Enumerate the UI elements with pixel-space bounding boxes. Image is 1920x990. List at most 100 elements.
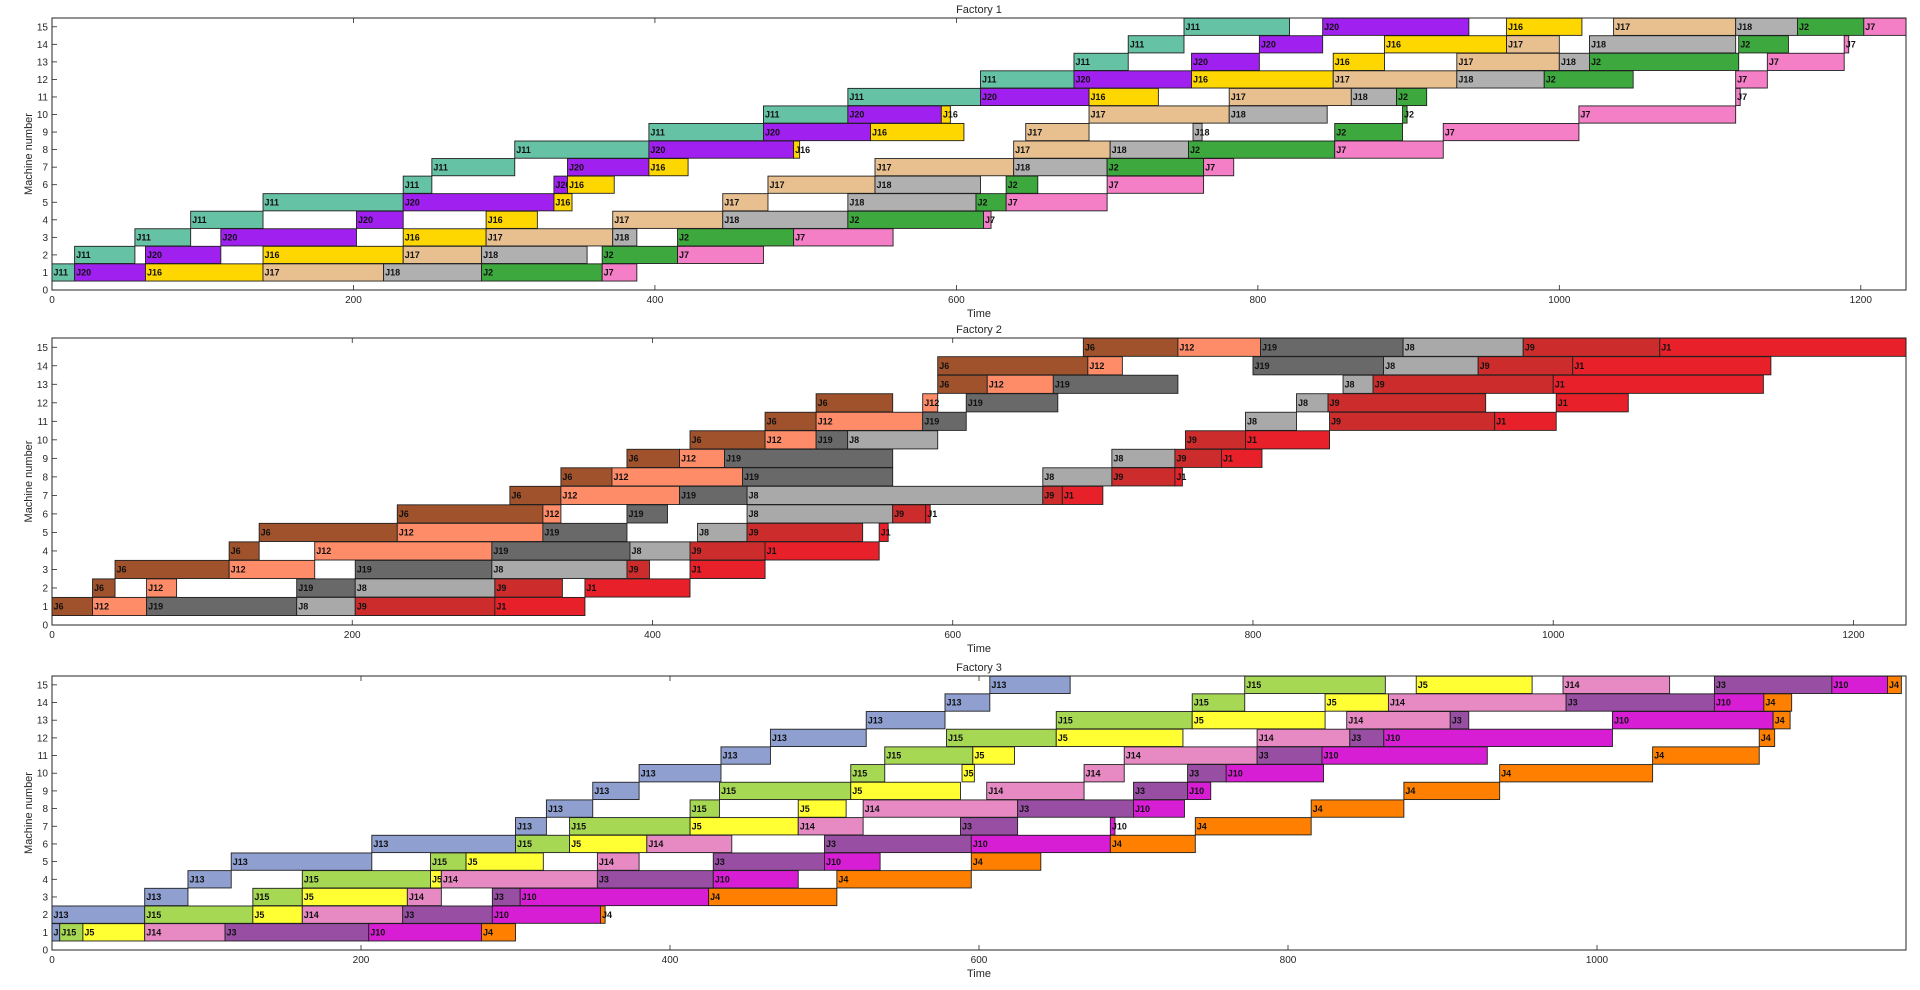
task-label-j14: J14 [1259, 733, 1274, 743]
task-label-j8: J8 [357, 583, 367, 593]
task-label-j4: J4 [1765, 698, 1775, 708]
task-label-j19: J19 [968, 398, 983, 408]
task-bar-j13-m10 [638, 764, 722, 783]
task-label-j4: J4 [838, 874, 848, 884]
task-bar-j11-m6 [402, 175, 433, 194]
x-tick-label: 0 [49, 955, 55, 966]
task-label-j14: J14 [1565, 680, 1580, 690]
task-bar-j3-m5 [712, 852, 825, 871]
task-label-j10: J10 [1228, 768, 1243, 778]
x-tick-label: 1000 [1548, 295, 1571, 306]
task-bar-j14-m10 [1083, 764, 1125, 783]
task-label-j7: J7 [1580, 110, 1590, 120]
task-label-j2: J2 [483, 268, 493, 278]
task-label-j13: J13 [947, 698, 962, 708]
task-bar-j10-m13 [1611, 711, 1774, 730]
x-tick-label: 0 [49, 295, 55, 306]
task-bar-j3-m6 [824, 834, 972, 854]
task-label-j11: J11 [849, 92, 864, 102]
y-tick-label: 10 [37, 769, 49, 780]
task-bar-j8-m10 [847, 430, 939, 450]
y-tick-label: 0 [42, 621, 48, 632]
task-label-j5: J5 [1194, 715, 1204, 725]
task-label-j8: J8 [1113, 454, 1123, 464]
task-bar-j9-m5 [746, 522, 864, 542]
y-tick-label: 0 [42, 946, 48, 957]
task-bar-j9-m13 [1372, 374, 1554, 394]
task-label-j11: J11 [982, 75, 997, 85]
task-label-j10: J10 [1833, 680, 1848, 690]
task-label-j18: J18 [876, 180, 891, 190]
task-label-j10: J10 [1716, 698, 1731, 708]
task-label-j6: J6 [261, 528, 271, 538]
task-bar-j15-m8 [689, 799, 720, 818]
task-label-j8: J8 [1298, 398, 1308, 408]
task-label-j9: J9 [894, 509, 904, 519]
task-label-j8: J8 [1345, 379, 1355, 389]
task-label-j6: J6 [231, 546, 241, 556]
task-bar-j15-m10 [850, 764, 886, 783]
task-bar-j9-m15 [1522, 337, 1661, 357]
task-bar-j13-m14 [944, 693, 991, 712]
task-bar-j6-m15 [1082, 337, 1179, 357]
task-bar-j13-m5 [230, 852, 373, 871]
task-label-j6: J6 [818, 398, 828, 408]
task-label-j5: J5 [974, 751, 984, 761]
task-bar-j1-m1 [494, 596, 586, 617]
task-label-j9: J9 [628, 565, 638, 575]
task-bar-j5-m15 [1415, 675, 1533, 694]
task-label-j19: J19 [357, 565, 372, 575]
x-tick-label: 200 [345, 295, 362, 306]
task-label-j14: J14 [988, 786, 1003, 796]
task-bar-j5-m9 [850, 781, 961, 801]
task-label-j6: J6 [939, 379, 949, 389]
task-label-j7: J7 [1205, 162, 1215, 172]
task-bar-j17-m11 [1228, 87, 1352, 107]
task-bar-j19-m3 [354, 559, 493, 579]
task-label-j12: J12 [399, 528, 414, 538]
task-label-j16: J16 [569, 180, 584, 190]
task-bar-j19-m4 [491, 541, 631, 561]
task-label-j7: J7 [795, 233, 805, 243]
task-bar-j13-m11 [720, 746, 771, 765]
task-label-j9: J9 [749, 528, 759, 538]
task-bar-j20-m3 [220, 228, 357, 247]
task-label-j7: J7 [1445, 127, 1455, 137]
chart-title: Factory 2 [956, 324, 1002, 336]
x-tick-label: 400 [647, 295, 664, 306]
task-label-j9: J9 [1113, 472, 1123, 482]
task-label-j16: J16 [943, 110, 958, 120]
task-label-j16: J16 [650, 162, 665, 172]
task-label-j4: J4 [1197, 821, 1207, 831]
task-bar-j5-m13 [1191, 711, 1326, 730]
task-label-j12: J12 [681, 454, 696, 464]
task-bar-j17-m7 [874, 158, 1015, 177]
task-label-j11: J11 [650, 127, 665, 137]
task-label-j12: J12 [818, 417, 833, 427]
task-bar-j11-m8 [514, 140, 650, 159]
task-label-j11: J11 [405, 180, 420, 190]
task-label-j4: J4 [1889, 680, 1899, 690]
task-label-j2: J2 [1546, 75, 1556, 85]
y-tick-label: 9 [42, 786, 48, 797]
task-label-j19: J19 [1262, 342, 1277, 352]
task-label-j3: J3 [404, 910, 414, 920]
task-bar-j12-m5 [396, 522, 544, 542]
x-tick-label: 200 [344, 630, 361, 641]
task-label-j6: J6 [117, 565, 127, 575]
task-bar-j1-m14 [1572, 356, 1772, 376]
y-tick-label: 4 [42, 215, 48, 226]
x-axis-label: Time [967, 968, 991, 980]
y-tick-label: 7 [42, 163, 48, 174]
task-label-j3: J3 [1351, 733, 1361, 743]
task-bar-j8-m15 [1402, 337, 1524, 357]
task-label-j20: J20 [849, 110, 864, 120]
task-label-j10: J10 [1614, 715, 1629, 725]
task-bar-j3-m4 [596, 870, 714, 889]
x-axis-label: Time [967, 643, 991, 655]
task-label-j7: J7 [1769, 57, 1779, 67]
task-bar-j4-m7 [1194, 817, 1312, 836]
task-bar-j11-m9 [648, 123, 764, 142]
task-bar-j7-m6 [1106, 175, 1205, 194]
task-label-j20: J20 [405, 197, 420, 207]
